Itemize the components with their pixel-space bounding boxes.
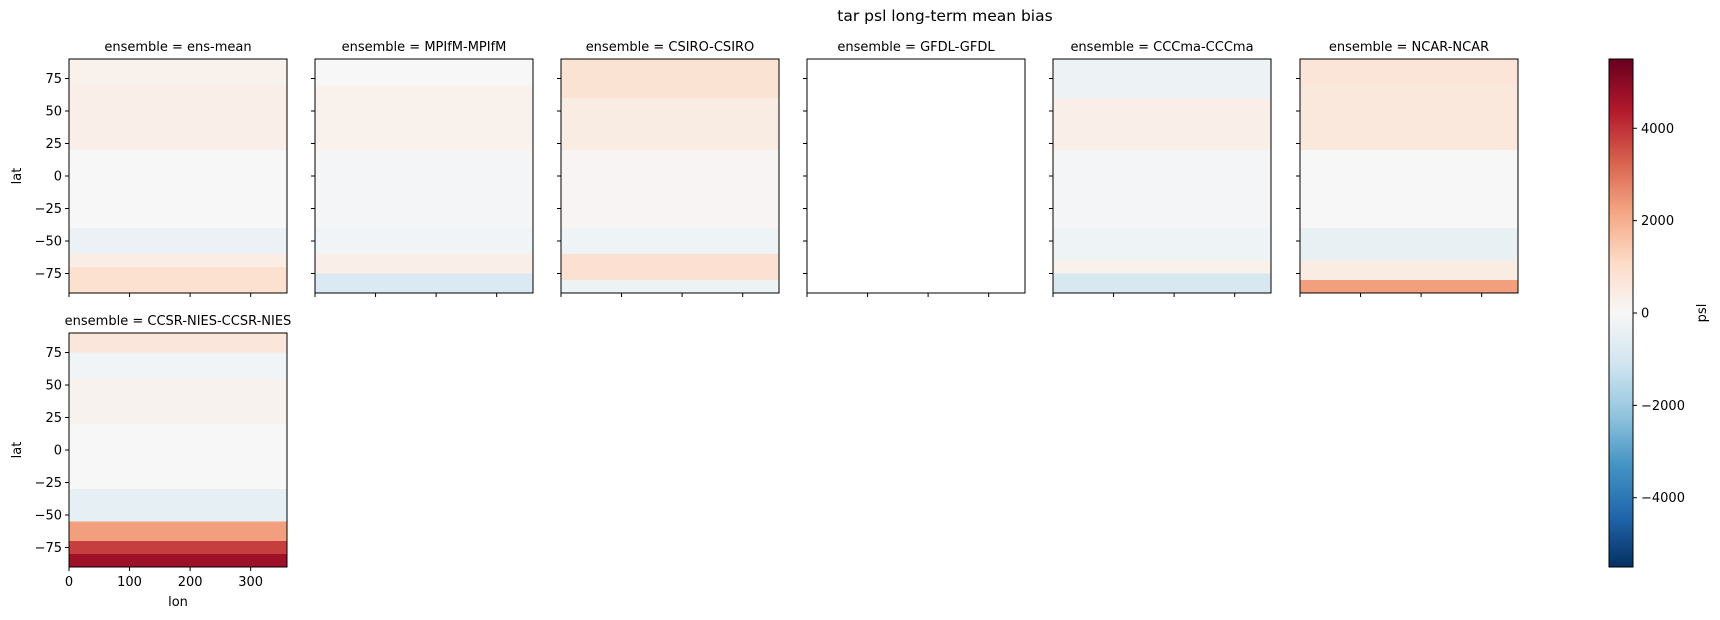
heatmap-band <box>1053 273 1271 293</box>
y-axis-label: lat <box>10 442 25 459</box>
x-tick-label: 0 <box>65 575 73 590</box>
y-tick-label: −50 <box>35 509 62 524</box>
x-tick-label: 300 <box>238 575 263 590</box>
x-axis-label: lon <box>168 595 188 610</box>
colorbar-tick-label: −4000 <box>1641 491 1685 506</box>
heatmap-band <box>1053 98 1271 150</box>
heatmap-band <box>69 554 287 567</box>
heatmap-band <box>1053 260 1271 274</box>
heatmap-band <box>69 267 287 293</box>
heatmap-band <box>69 59 287 85</box>
y-tick-label: 75 <box>45 72 62 87</box>
y-tick-label: −25 <box>35 202 62 217</box>
heatmap-band <box>315 59 533 85</box>
panel-title: ensemble = CSIRO-CSIRO <box>586 40 755 55</box>
colorbar-tick-label: 0 <box>1641 307 1649 322</box>
y-tick-label: 75 <box>45 346 62 361</box>
heatmap-band <box>69 254 287 267</box>
heatmap-band <box>561 228 779 254</box>
heatmap-band <box>1300 280 1518 293</box>
facet-panel: ensemble = CSIRO-CSIRO <box>557 40 780 297</box>
heatmap-band <box>561 59 779 98</box>
panel-title: ensemble = MPIfM-MPIfM <box>342 40 507 55</box>
figure-title: tar psl long-term mean bias <box>837 7 1052 25</box>
y-axis-label: lat <box>10 168 25 185</box>
facet-panel: ensemble = ens-mean 75 50 25 0 −25 −50 −75 lat <box>10 40 288 297</box>
heatmap-band <box>315 85 533 150</box>
facet-panel: ensemble = NCAR-NCAR <box>1296 40 1519 297</box>
panel-title: ensemble = ens-mean <box>104 40 251 55</box>
y-tick-label: 0 <box>54 444 62 459</box>
heatmap-band <box>561 150 779 228</box>
heatmap-band <box>69 352 287 379</box>
facet-panel: ensemble = GFDL-GFDL <box>803 40 1026 297</box>
heatmap-band <box>69 378 287 424</box>
heatmap-band <box>1053 228 1271 261</box>
heatmap-band <box>69 85 287 150</box>
y-tick-label: −50 <box>35 235 62 250</box>
colorbar-tick-label: 4000 <box>1641 122 1674 137</box>
y-tick-label: 50 <box>45 105 62 120</box>
heatmap-band <box>69 228 287 254</box>
heatmap-band <box>1300 150 1518 228</box>
heatmap-band <box>69 489 287 522</box>
heatmap-band <box>315 150 533 228</box>
y-tick-label: 50 <box>45 379 62 394</box>
colorbar-tick-label: 2000 <box>1641 214 1674 229</box>
y-tick-label: −25 <box>35 476 62 491</box>
y-tick-label: 25 <box>45 137 62 152</box>
panel-title: ensemble = NCAR-NCAR <box>1329 40 1489 55</box>
panel-title: ensemble = GFDL-GFDL <box>837 40 995 55</box>
heatmap-band <box>69 541 287 554</box>
heatmap-band <box>561 280 779 293</box>
heatmap-band <box>1053 59 1271 98</box>
heatmap-band <box>1053 150 1271 228</box>
facet-panel: ensemble = CCCma-CCCma <box>1049 40 1272 297</box>
heatmap-band <box>315 228 533 254</box>
y-tick-label: −75 <box>35 541 62 556</box>
heatmap-band <box>69 333 287 353</box>
heatmap-band <box>561 254 779 280</box>
heatmap-band <box>69 150 287 228</box>
heatmap-band <box>1300 85 1518 150</box>
facet-panels: ensemble = ens-mean7550250−25−50−75laten… <box>10 40 1519 610</box>
heatmap-band <box>69 521 287 541</box>
colorbar-label: psl <box>1695 304 1710 323</box>
colorbar-gradient <box>1609 59 1633 567</box>
y-tick-label: 25 <box>45 411 62 426</box>
facet-panel: ensemble = MPIfM-MPIfM <box>311 40 534 297</box>
heatmap-band <box>69 424 287 489</box>
heatmap-band <box>315 254 533 274</box>
x-tick-label: 200 <box>178 575 203 590</box>
panel-title: ensemble = CCCma-CCCma <box>1070 40 1253 55</box>
panel-background <box>807 59 1025 293</box>
y-tick-label: −75 <box>35 267 62 282</box>
facet-panel: ensemble = CCSR-NIES-CCSR-NIES 75 50 25 0 −25… <box>10 314 291 610</box>
heatmap-band <box>1300 228 1518 261</box>
colorbar: 4000 2000 0 −2000 −4000 psl <box>1608 58 1710 568</box>
y-tick-label: 0 <box>54 170 62 185</box>
panel-title: ensemble = CCSR-NIES-CCSR-NIES <box>65 314 292 329</box>
x-tick-label: 100 <box>117 575 142 590</box>
heatmap-band <box>1300 260 1518 280</box>
heatmap-band <box>315 273 533 293</box>
colorbar-tick-label: −2000 <box>1641 399 1685 414</box>
heatmap-band <box>1300 59 1518 85</box>
heatmap-band <box>561 98 779 150</box>
